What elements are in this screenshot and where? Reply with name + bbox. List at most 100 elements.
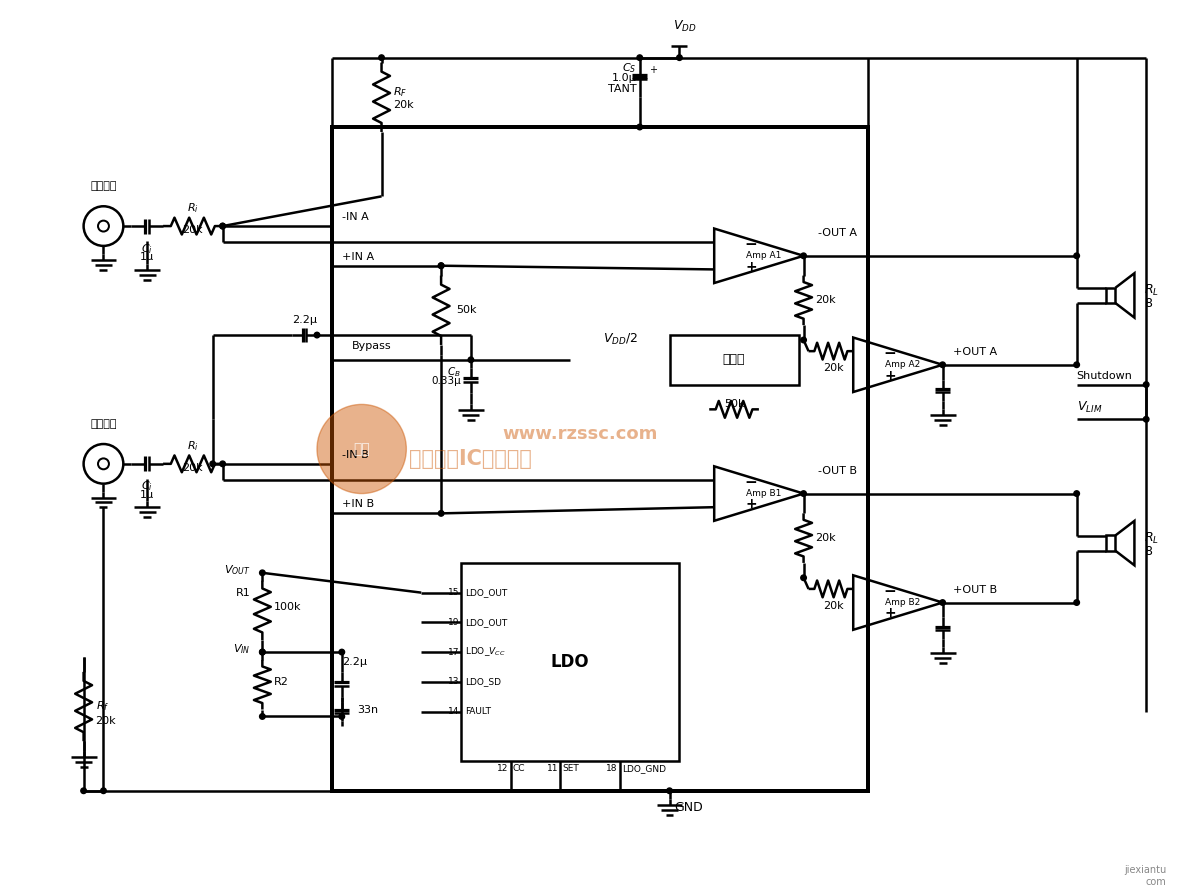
Circle shape: [800, 337, 806, 342]
Text: 17: 17: [448, 647, 458, 656]
Text: -IN A: -IN A: [342, 212, 368, 222]
Circle shape: [220, 224, 226, 229]
Text: LDO_GND: LDO_GND: [622, 764, 666, 773]
Text: −: −: [883, 346, 896, 361]
Text: 19: 19: [448, 618, 458, 627]
Text: $V_{OUT}$: $V_{OUT}$: [223, 563, 251, 577]
Text: -OUT B: -OUT B: [818, 466, 858, 476]
Circle shape: [637, 124, 642, 130]
Circle shape: [800, 575, 806, 580]
Text: 50k: 50k: [456, 305, 476, 316]
Circle shape: [340, 649, 344, 654]
Text: 20k: 20k: [182, 463, 203, 473]
Text: Amp A2: Amp A2: [886, 360, 920, 369]
Text: Amp B1: Amp B1: [746, 489, 781, 498]
Circle shape: [220, 461, 226, 467]
Circle shape: [637, 55, 642, 61]
Text: 20k: 20k: [96, 716, 116, 727]
Text: $R_f$: $R_f$: [96, 700, 109, 713]
Text: 13: 13: [448, 678, 458, 687]
Text: $C_B$: $C_B$: [448, 365, 461, 378]
Text: +: +: [884, 368, 895, 383]
Circle shape: [340, 713, 344, 720]
Text: 1μ: 1μ: [140, 252, 155, 262]
Text: −: −: [744, 476, 757, 490]
Text: www.rzssc.com: www.rzssc.com: [503, 426, 658, 443]
Circle shape: [317, 404, 407, 493]
Text: 18: 18: [606, 764, 618, 773]
Text: $C_i$: $C_i$: [142, 480, 154, 493]
Text: 全球最大IC采购网站: 全球最大IC采购网站: [409, 449, 533, 468]
Text: 1.0μ: 1.0μ: [612, 72, 637, 82]
Circle shape: [677, 55, 683, 61]
Text: 20k: 20k: [823, 601, 844, 611]
Circle shape: [1074, 600, 1080, 605]
Circle shape: [220, 224, 226, 229]
Text: $R_i$: $R_i$: [187, 439, 199, 453]
Text: $V_{IN}$: $V_{IN}$: [233, 642, 251, 656]
Text: -OUT A: -OUT A: [818, 228, 858, 238]
Text: R1: R1: [235, 587, 251, 597]
Text: Amp A1: Amp A1: [746, 251, 781, 260]
Text: LDO_OUT: LDO_OUT: [464, 588, 508, 597]
Text: Shutdown: Shutdown: [1076, 371, 1133, 381]
Bar: [1106, 288, 1115, 303]
Text: 20k: 20k: [823, 363, 844, 373]
Text: -IN B: -IN B: [342, 450, 368, 460]
Text: +: +: [884, 606, 895, 620]
Circle shape: [101, 788, 107, 794]
Text: −: −: [744, 238, 757, 252]
Circle shape: [438, 263, 444, 268]
Text: +OUT A: +OUT A: [953, 347, 997, 357]
Text: 1μ: 1μ: [140, 490, 155, 500]
Text: 2.2μ: 2.2μ: [342, 657, 367, 667]
Text: +IN A: +IN A: [342, 252, 374, 262]
Bar: [1106, 536, 1115, 551]
Circle shape: [259, 649, 265, 654]
Circle shape: [468, 357, 474, 363]
Text: CC: CC: [512, 764, 526, 773]
Text: 100k: 100k: [275, 603, 301, 612]
Circle shape: [667, 788, 672, 794]
Text: LDO: LDO: [551, 653, 589, 671]
Text: $C_i$: $C_i$: [142, 242, 154, 256]
Text: 0.33μ: 0.33μ: [431, 375, 461, 385]
Circle shape: [259, 713, 265, 720]
Text: Amp B2: Amp B2: [886, 598, 920, 607]
Text: SET: SET: [563, 764, 580, 773]
Text: Bypass: Bypass: [352, 341, 391, 351]
Text: 20k: 20k: [182, 225, 203, 235]
Circle shape: [259, 570, 265, 576]
Circle shape: [80, 788, 86, 794]
Circle shape: [438, 510, 444, 516]
Text: $R_i$: $R_i$: [187, 201, 199, 215]
Text: $R_F$: $R_F$: [394, 86, 408, 99]
Bar: [670, 335, 799, 384]
Circle shape: [1144, 382, 1148, 387]
Text: 音频输入: 音频输入: [90, 419, 116, 429]
Text: +: +: [745, 497, 757, 511]
Circle shape: [940, 600, 946, 605]
Text: $R_L$: $R_L$: [1144, 531, 1159, 545]
Text: +OUT B: +OUT B: [953, 585, 997, 595]
Text: $V_{LIM}$: $V_{LIM}$: [1076, 401, 1102, 416]
Circle shape: [438, 263, 444, 268]
Text: 50k: 50k: [724, 400, 744, 409]
Text: TANT: TANT: [608, 84, 637, 95]
Text: 音频输入: 音频输入: [90, 181, 116, 191]
Text: 20k: 20k: [816, 295, 836, 306]
Text: 14: 14: [448, 707, 458, 716]
Text: LDO_SD: LDO_SD: [464, 678, 500, 687]
Text: GND: GND: [674, 801, 703, 814]
Text: 限幅器: 限幅器: [722, 353, 745, 367]
Text: 2.2μ: 2.2μ: [292, 316, 317, 325]
Text: $R_L$: $R_L$: [1144, 283, 1159, 298]
Circle shape: [379, 55, 384, 61]
Circle shape: [210, 461, 216, 467]
Bar: [332, 127, 868, 791]
Text: 33n: 33n: [356, 704, 378, 714]
Text: 11: 11: [547, 764, 558, 773]
Circle shape: [1074, 253, 1080, 258]
Text: R2: R2: [275, 677, 289, 687]
Text: 8: 8: [1144, 297, 1152, 310]
